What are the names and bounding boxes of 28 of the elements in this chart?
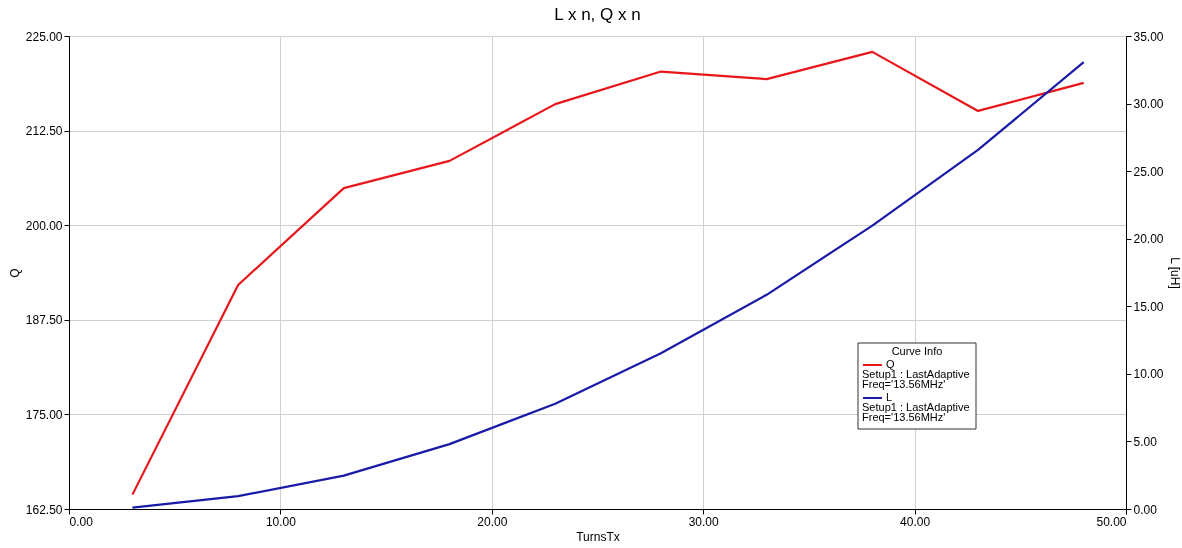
x-tick-label: 20.00 [477,514,508,529]
y2-tick-label: 15.00 [1133,299,1164,314]
y-tick-label: 225.00 [25,29,63,44]
x-tick-label: 0.00 [69,514,94,529]
x-tick-label: 40.00 [900,514,931,529]
y2-tick-label: 10.00 [1133,367,1164,382]
y-tick-label: 200.00 [25,218,63,233]
annotation: Setup1 : LastAdaptive [862,401,970,413]
y2-axis-title: L [uH] [1167,257,1182,289]
y-tick-label: 175.00 [25,407,63,422]
legend-label: Q [886,358,895,370]
y2-tick-label: 0.00 [1133,502,1158,517]
legend-label: L [886,391,893,403]
y2-tick-label: 20.00 [1133,232,1164,247]
legend-title: Curve Info [891,345,943,357]
x-tick-label: 30.00 [688,514,720,529]
x-tick-label: 50.00 [1096,514,1127,529]
y-tick-label: 187.50 [25,313,63,328]
x-tick-label: 10.00 [265,514,297,529]
chart-title: L x n, Q x n [554,5,641,24]
y2-tick-label: 5.00 [1133,434,1158,449]
y2-tick-label: 25.00 [1133,164,1164,179]
y-axis-title: Q [7,268,22,278]
y-tick-label: 162.50 [25,502,63,517]
y2-tick-label: 35.00 [1133,29,1164,44]
y2-tick-label: 30.00 [1133,97,1164,112]
y-tick-label: 212.50 [25,124,63,139]
x-axis-title: TurnsTx [576,529,620,544]
